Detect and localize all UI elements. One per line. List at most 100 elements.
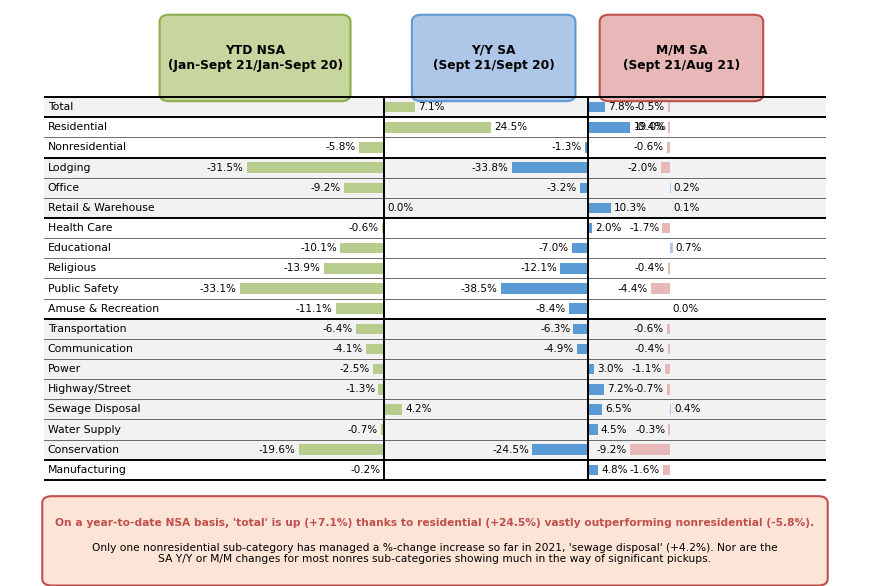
Bar (383, 465, 384, 475)
Bar (587, 384, 603, 394)
Text: -1.1%: -1.1% (631, 364, 661, 374)
Bar (43, 420, 826, 440)
Bar (587, 404, 601, 415)
Bar (298, 444, 384, 455)
Text: Manufacturing: Manufacturing (48, 465, 127, 475)
Text: -7.0%: -7.0% (538, 243, 568, 253)
Bar (43, 379, 826, 399)
Text: -33.8%: -33.8% (471, 163, 507, 173)
Bar (587, 424, 597, 435)
Text: -2.0%: -2.0% (627, 163, 657, 173)
Text: -0.5%: -0.5% (634, 102, 664, 112)
Bar (511, 162, 587, 173)
Bar (43, 339, 826, 359)
Bar (667, 424, 669, 435)
Bar (384, 404, 402, 415)
Bar (384, 122, 490, 132)
Bar (587, 122, 629, 132)
Text: 0.0%: 0.0% (387, 203, 413, 213)
Text: Educational: Educational (48, 243, 111, 253)
Bar (43, 218, 826, 238)
Text: -4.9%: -4.9% (542, 344, 573, 354)
Bar (340, 243, 384, 254)
Text: -4.4%: -4.4% (617, 284, 647, 294)
Bar (660, 162, 669, 173)
Bar (366, 344, 384, 354)
Bar (247, 162, 384, 173)
Text: -5.8%: -5.8% (325, 142, 355, 152)
Bar (381, 223, 384, 233)
Bar (666, 384, 669, 394)
Bar (43, 440, 826, 460)
Text: -24.5%: -24.5% (492, 445, 528, 455)
Text: 4.8%: 4.8% (600, 465, 627, 475)
Text: Religious: Religious (48, 263, 96, 274)
Text: 0.4%: 0.4% (673, 404, 700, 414)
Text: 3.0%: 3.0% (597, 364, 623, 374)
Text: -0.6%: -0.6% (348, 223, 378, 233)
Bar (560, 263, 587, 274)
Text: Office: Office (48, 183, 80, 193)
Bar (667, 263, 669, 274)
Text: 7.2%: 7.2% (607, 384, 633, 394)
Bar (240, 283, 384, 294)
FancyBboxPatch shape (159, 15, 350, 101)
Text: 2.0%: 2.0% (594, 223, 620, 233)
Text: -31.5%: -31.5% (207, 163, 243, 173)
Text: -38.5%: -38.5% (461, 284, 497, 294)
Text: Water Supply: Water Supply (48, 425, 121, 435)
Text: -1.6%: -1.6% (628, 465, 659, 475)
Bar (669, 404, 671, 415)
Bar (43, 97, 826, 117)
Bar (384, 102, 415, 113)
Text: -9.2%: -9.2% (310, 183, 341, 193)
Text: -0.7%: -0.7% (348, 425, 377, 435)
Bar (661, 223, 669, 233)
Bar (629, 444, 669, 455)
Text: Public Safety: Public Safety (48, 284, 118, 294)
Text: Communication: Communication (48, 344, 134, 354)
Bar (378, 384, 384, 394)
Text: Residential: Residential (48, 122, 108, 132)
Bar (584, 142, 587, 153)
Bar (381, 424, 384, 435)
Bar (43, 137, 826, 158)
Bar (587, 203, 610, 213)
Text: -0.6%: -0.6% (634, 142, 663, 152)
Text: -0.2%: -0.2% (349, 465, 380, 475)
Text: -1.3%: -1.3% (345, 384, 375, 394)
Text: -11.1%: -11.1% (295, 304, 332, 314)
Text: Health Care: Health Care (48, 223, 112, 233)
Bar (667, 323, 669, 334)
Text: -0.7%: -0.7% (633, 384, 663, 394)
Bar (667, 344, 669, 354)
Bar (576, 344, 587, 354)
Bar (43, 299, 826, 319)
Text: -0.6%: -0.6% (634, 324, 663, 334)
Bar (667, 142, 669, 153)
Bar (573, 323, 587, 334)
Bar (43, 158, 826, 178)
Bar (43, 178, 826, 198)
Text: -19.6%: -19.6% (258, 445, 295, 455)
Bar (43, 319, 826, 339)
FancyBboxPatch shape (43, 496, 826, 585)
Text: YTD NSA
(Jan-Sept 21/Jan-Sept 20): YTD NSA (Jan-Sept 21/Jan-Sept 20) (168, 44, 342, 72)
Text: 0.7%: 0.7% (675, 243, 701, 253)
Text: Y/Y SA
(Sept 21/Sept 20): Y/Y SA (Sept 21/Sept 20) (432, 44, 554, 72)
Bar (43, 460, 826, 480)
Bar (587, 364, 594, 374)
Text: Amuse & Recreation: Amuse & Recreation (48, 304, 159, 314)
Text: 4.2%: 4.2% (405, 404, 432, 414)
Bar (667, 122, 669, 132)
Text: -8.4%: -8.4% (534, 304, 565, 314)
Bar (667, 102, 669, 113)
Bar (43, 238, 826, 258)
Text: 4.5%: 4.5% (600, 425, 627, 435)
Bar (501, 283, 587, 294)
Text: -10.1%: -10.1% (300, 243, 336, 253)
Text: -2.5%: -2.5% (340, 364, 369, 374)
Text: On a year-to-date NSA basis, 'total' is up (+7.1%) thanks to residential (+24.5%: On a year-to-date NSA basis, 'total' is … (56, 519, 813, 529)
Text: Power: Power (48, 364, 81, 374)
Text: -3.2%: -3.2% (547, 183, 576, 193)
